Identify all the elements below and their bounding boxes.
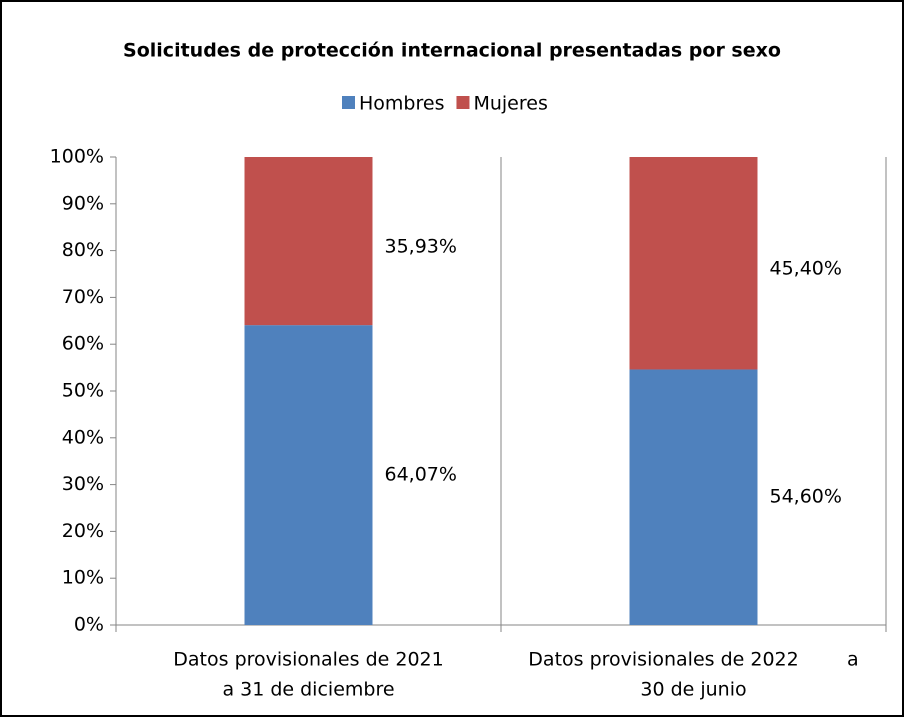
- bar-segment: [629, 157, 758, 370]
- legend-label: Mujeres: [473, 93, 547, 115]
- y-tick-label: 50%: [62, 380, 104, 402]
- y-tick-label: 40%: [62, 426, 104, 448]
- bar-segment: [629, 369, 758, 625]
- chart-title: Solicitudes de protección internacional …: [123, 40, 781, 62]
- y-tick-label: 80%: [62, 239, 104, 261]
- bar-segment: [244, 157, 373, 326]
- bar-segment: [244, 325, 373, 625]
- y-tick-label: 0%: [74, 614, 104, 636]
- y-tick-label: 20%: [62, 520, 104, 542]
- legend-swatch: [456, 96, 470, 109]
- legend-swatch: [342, 96, 355, 109]
- data-label: 54,60%: [770, 486, 842, 508]
- data-label: 64,07%: [385, 464, 457, 486]
- y-tick-label: 70%: [62, 286, 104, 308]
- y-tick-label: 90%: [62, 192, 104, 214]
- y-tick-label: 10%: [62, 567, 104, 589]
- x-tick-label: 30 de junio: [640, 679, 746, 701]
- x-tick-label: a 31 de diciembre: [222, 679, 394, 701]
- legend-label: Hombres: [359, 93, 444, 115]
- data-label: 45,40%: [770, 258, 842, 280]
- x-tick-label: Datos provisionales de 2021: [173, 649, 443, 671]
- y-tick-label: 60%: [62, 333, 104, 355]
- data-label: 35,93%: [385, 236, 457, 258]
- x-tick-label: Datos provisionales de 2022 a: [528, 649, 858, 671]
- y-tick-label: 100%: [50, 146, 104, 168]
- y-tick-label: 30%: [62, 473, 104, 495]
